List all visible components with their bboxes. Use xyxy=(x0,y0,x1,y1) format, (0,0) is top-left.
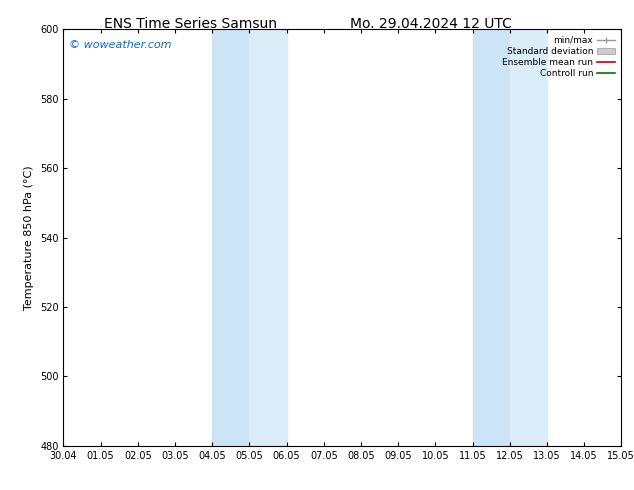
Bar xyxy=(472,29,510,446)
Bar xyxy=(510,29,547,446)
Bar xyxy=(212,29,249,446)
Text: ENS Time Series Samsun: ENS Time Series Samsun xyxy=(104,17,276,31)
Text: © woweather.com: © woweather.com xyxy=(69,40,171,50)
Y-axis label: Temperature 850 hPa (°C): Temperature 850 hPa (°C) xyxy=(24,165,34,310)
Bar xyxy=(249,29,287,446)
Text: Mo. 29.04.2024 12 UTC: Mo. 29.04.2024 12 UTC xyxy=(350,17,512,31)
Legend: min/max, Standard deviation, Ensemble mean run, Controll run: min/max, Standard deviation, Ensemble me… xyxy=(500,34,617,80)
